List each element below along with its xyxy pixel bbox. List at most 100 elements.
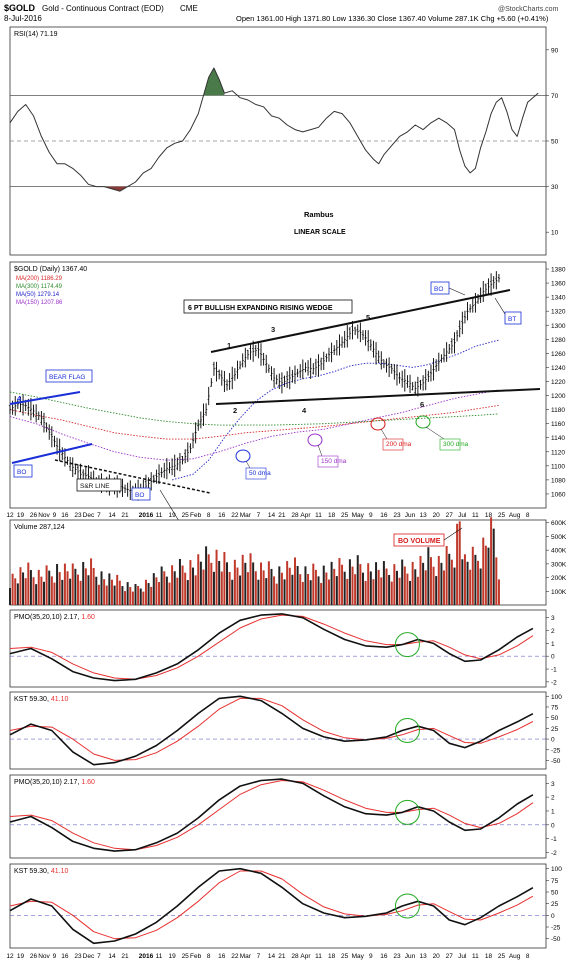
volume-bar	[484, 545, 487, 605]
kst2-panel-tick-label: 50	[551, 890, 559, 897]
bottom-x-axis-label: 22	[231, 953, 239, 960]
volume-bar	[223, 551, 226, 605]
volume-bar	[137, 585, 140, 605]
x-axis-label: 23	[74, 512, 82, 519]
kst2-legend: KST 59.30, 41.10	[14, 868, 68, 875]
kst1-panel-tick-label: 50	[551, 715, 559, 722]
volume-bar	[435, 576, 438, 605]
bottom-x-axis-label: 23	[393, 953, 401, 960]
x-axis-label: 13	[419, 512, 427, 519]
volume-bar	[257, 579, 260, 605]
pmo1-crossover-circle	[394, 632, 420, 658]
volume-bar	[37, 569, 40, 605]
bottom-x-axis-label: 7	[97, 953, 101, 960]
price-panel-tick-label: 1200	[551, 393, 566, 400]
header-watermark: @StockCharts.com	[498, 6, 559, 13]
x-axis-label: 16	[380, 512, 388, 519]
volume-bar	[239, 575, 242, 605]
volume-bar	[244, 562, 247, 605]
pmo1-panel-tick-label: 3	[551, 615, 555, 622]
volume-bar	[309, 580, 312, 605]
kst1-panel-frame	[9, 691, 547, 770]
rsi-panel-tick-label: 50	[551, 139, 559, 146]
volume-bar	[275, 583, 278, 605]
wedge-point-1: 1	[227, 341, 231, 350]
volume-bar	[42, 581, 45, 605]
volume-bar	[327, 579, 330, 605]
volume-bar	[437, 555, 440, 605]
volume-bar	[487, 547, 490, 605]
bottom-x-axis-label: 19	[17, 953, 25, 960]
header-name: Gold - Continuous Contract (EOD)	[42, 4, 164, 13]
bo-pointer	[448, 287, 466, 296]
volume-bar	[48, 570, 51, 605]
volume-bar	[173, 571, 176, 605]
volume-bar	[267, 561, 270, 605]
wedge-point-3: 3	[271, 325, 275, 334]
volume-bar	[16, 583, 19, 605]
kst2-panel-tick-label: -50	[551, 936, 561, 943]
volume-bar	[411, 561, 414, 605]
volume-bar	[118, 580, 121, 605]
volume-bar	[325, 572, 328, 605]
volume-bar	[178, 558, 181, 605]
volume-bar	[95, 576, 98, 605]
header-date: 8-Jul-2016	[4, 14, 42, 23]
volume-bar	[105, 585, 108, 605]
volume-bar	[155, 577, 158, 605]
volume-panel-tick-label: 300K	[551, 561, 567, 568]
wedge-point-4: 4	[302, 406, 307, 415]
wedge-point-5: 5	[366, 313, 370, 322]
price-panel-tick-label: 1160	[551, 421, 565, 428]
volume-panel-tick-label: 600K	[551, 520, 567, 527]
dma150-circle	[307, 433, 323, 447]
price-panel-tick-label: 1140	[551, 435, 565, 442]
volume-bar	[456, 523, 459, 605]
kst1-signal-line	[9, 697, 534, 761]
linear-scale-label: LINEAR SCALE	[294, 229, 346, 236]
x-axis-label: Dec	[83, 512, 95, 519]
dma50-pointer	[245, 460, 251, 469]
bottom-x-axis-label: 16	[61, 953, 69, 960]
price-panel-tick-label: 1380	[551, 267, 566, 274]
x-axis-label: 12	[6, 512, 14, 519]
ma-legend-item: MA(50) 1279.14	[16, 292, 60, 298]
volume-bar	[356, 555, 359, 605]
pmo1-panel-tick-label: 1	[551, 641, 555, 648]
volume-bar	[314, 569, 317, 605]
volume-bar	[126, 582, 129, 605]
pmo1-panel-frame	[9, 609, 547, 688]
volume-bar	[22, 572, 25, 605]
volume-bar	[129, 587, 132, 605]
volume-bar	[385, 568, 388, 605]
price-legend: $GOLD (Daily) 1367.40	[14, 266, 87, 273]
volume-bar	[333, 568, 336, 605]
volume-bar	[53, 582, 56, 605]
bottom-x-axis-label: 11	[156, 953, 163, 960]
price-panel-tick-label: 1320	[551, 309, 566, 316]
rambus-label: Rambus	[304, 210, 334, 219]
price-panel-tick-label: 1360	[551, 281, 566, 288]
volume-bar	[361, 572, 364, 605]
volume-bar	[228, 572, 231, 605]
kst2-panel-tick-label: 75	[551, 878, 559, 885]
x-axis-label: 9	[53, 512, 57, 519]
volume-bar	[382, 561, 385, 605]
volume-bar	[301, 581, 304, 605]
price-panel-tick-label: 1120	[551, 449, 565, 456]
rsi-panel-tick-label: 90	[551, 47, 559, 54]
bottom-x-axis-label: Apr	[300, 953, 311, 960]
volume-bar	[440, 562, 443, 605]
volume-bar	[87, 575, 90, 605]
x-axis-label: 28	[291, 512, 299, 519]
pmo1-main-line	[9, 613, 534, 682]
price-panel-tick-label: 1060	[551, 491, 566, 498]
pmo1-panel: -2 -1 0 1 2 3 PMO(35,20,10) 2.17, 1.60	[9, 609, 557, 688]
volume-bar	[414, 569, 417, 605]
bottom-x-axis-label: 8	[207, 953, 211, 960]
volume-bar	[463, 554, 466, 605]
dma300-circle	[415, 415, 431, 429]
volume-bar	[351, 566, 354, 605]
bo-label-right: BO	[434, 286, 443, 293]
bottom-x-axis-label: 14	[108, 953, 116, 960]
